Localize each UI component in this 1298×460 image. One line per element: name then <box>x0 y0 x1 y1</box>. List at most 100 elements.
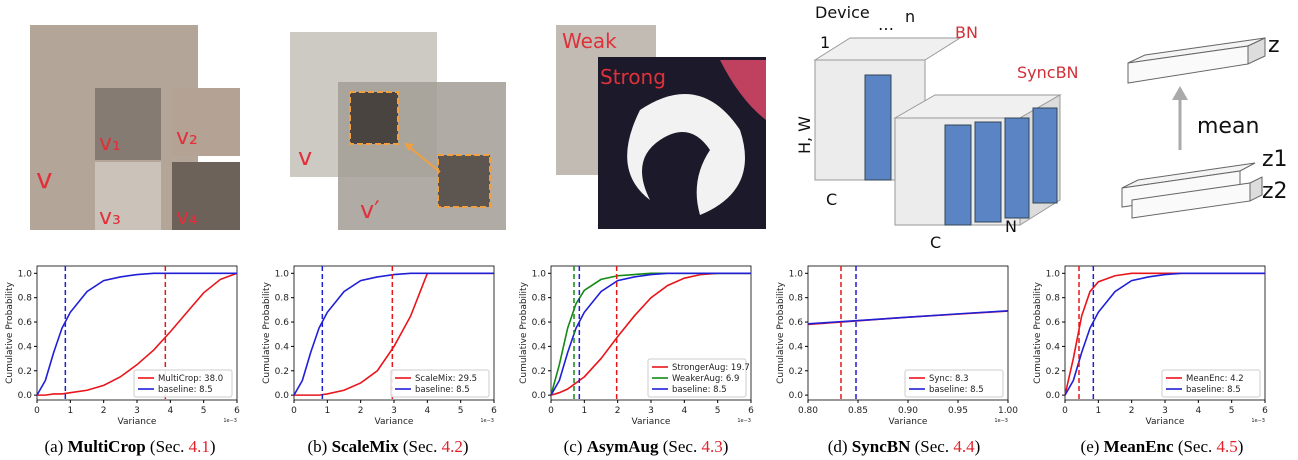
label: z2 <box>1262 179 1288 204</box>
figure: v v₁ v₂ v₃ v₄ v v′ Weak Strong Device <box>0 0 1298 460</box>
x-tick-label: 0.85 <box>848 406 868 416</box>
x-offset-label: 1e−3 <box>480 418 494 424</box>
caption: (d) SyncBN (Sec. 4.4) <box>828 437 981 456</box>
caption: (a) MultiCrop (Sec. 4.1) <box>44 437 215 456</box>
label: v′ <box>360 196 380 224</box>
legend-label: ScaleMix: 29.5 <box>415 374 477 384</box>
x-tick-label: 0 <box>291 406 297 416</box>
y-tick-label: 0.4 <box>789 342 804 352</box>
x-tick-label: 5 <box>201 406 207 416</box>
x-tick-label: 6 <box>748 406 754 416</box>
y-axis-label: Cumulative Probability <box>262 281 272 383</box>
bn-column <box>865 75 891 180</box>
caption-ref: 4.5 <box>1217 437 1238 456</box>
caption-label: (b) <box>307 437 327 456</box>
y-tick-label: 0.2 <box>275 367 289 377</box>
caption-ref-suffix: ) <box>1238 437 1244 456</box>
caption-ref-prefix: (Sec. <box>663 437 697 456</box>
label: v₁ <box>99 131 121 156</box>
x-offset-label: 1e−3 <box>737 418 751 424</box>
label: v₄ <box>176 205 198 230</box>
legend-label: baseline: 8.5 <box>158 385 213 395</box>
label: v₂ <box>176 125 198 150</box>
y-tick-label: 0.6 <box>789 318 804 328</box>
y-tick-label: 0.8 <box>18 294 33 304</box>
x-tick-label: 4 <box>681 406 687 416</box>
x-tick-label: 0 <box>34 406 40 416</box>
label: v <box>298 143 312 171</box>
syncbn-column <box>1033 108 1057 203</box>
legend-label: baseline: 8.5 <box>1186 385 1241 395</box>
legend-label: baseline: 8.5 <box>415 385 470 395</box>
y-tick-label: 0.4 <box>18 342 33 352</box>
y-tick-label: 0.4 <box>532 342 547 352</box>
x-offset-label: 1e−3 <box>994 418 1008 424</box>
label: … <box>878 15 894 34</box>
x-offset-label: 1e−3 <box>1251 418 1265 424</box>
x-tick-label: 2 <box>615 406 621 416</box>
x-tick-label: 2 <box>358 406 364 416</box>
label: z <box>1268 33 1280 58</box>
x-tick-label: 1.00 <box>998 406 1018 416</box>
scalemix-illustration: v v′ <box>290 32 506 230</box>
x-tick-label: 0.90 <box>898 406 918 416</box>
x-tick-label: 4 <box>1195 406 1201 416</box>
multicrop-illustration: v v₁ v₂ v₃ v₄ <box>30 25 240 230</box>
x-tick-label: 5 <box>715 406 721 416</box>
caption-ref-suffix: ) <box>975 437 981 456</box>
legend-label: WeakerAug: 6.9 <box>672 374 739 384</box>
y-tick-label: 0.8 <box>275 294 290 304</box>
y-axis-label: Cumulative Probability <box>519 281 529 383</box>
x-tick-label: 6 <box>234 406 240 416</box>
legend-label: baseline: 8.5 <box>929 385 984 395</box>
y-tick-label: 0.6 <box>532 318 547 328</box>
x-axis-label: Variance <box>118 417 157 427</box>
y-tick-label: 0.6 <box>275 318 290 328</box>
y-tick-label: 0.4 <box>275 342 290 352</box>
caption-ref-suffix: ) <box>463 437 469 456</box>
caption: (b) ScaleMix (Sec. 4.2) <box>307 437 468 456</box>
legend-label: Sync: 8.3 <box>929 374 969 384</box>
y-axis-label: Cumulative Probability <box>776 281 786 383</box>
y-tick-label: 0.0 <box>532 391 547 401</box>
x-offset-label: 1e−3 <box>223 418 237 424</box>
caption-ref: 4.3 <box>701 437 722 456</box>
caption-name: ScaleMix <box>332 437 400 456</box>
x-axis-label: Variance <box>1146 417 1185 427</box>
label: H, W <box>795 116 814 154</box>
prism-side <box>1250 177 1262 201</box>
legend-label: baseline: 8.5 <box>672 385 727 395</box>
label: N <box>1005 217 1017 236</box>
chart: 0.00.20.40.60.81.00123456Variance1e−3Cum… <box>519 266 754 427</box>
y-tick-label: 1.0 <box>275 269 290 279</box>
chart: 0.00.20.40.60.81.00.800.850.900.951.00Va… <box>776 266 1018 427</box>
caption: (e) MeanEnc (Sec. 4.5) <box>1081 437 1244 456</box>
label: C <box>826 190 837 209</box>
caption-ref: 4.1 <box>189 437 210 456</box>
label: SyncBN <box>1017 63 1079 82</box>
syncbn-column <box>1005 118 1029 218</box>
caption-ref-prefix: (Sec. <box>915 437 949 456</box>
label: z1 <box>1262 147 1288 172</box>
x-tick-label: 0 <box>1062 406 1068 416</box>
meanenc-illustration: z mean z1 z2 <box>1122 33 1288 218</box>
label: v₃ <box>99 205 121 230</box>
syncbn-column <box>975 122 1001 222</box>
y-axis-label: Cumulative Probability <box>1033 281 1043 383</box>
caption-label: (e) <box>1081 437 1100 456</box>
x-tick-label: 2 <box>1129 406 1135 416</box>
x-axis-label: Variance <box>889 417 928 427</box>
crop <box>350 92 398 144</box>
asymaug-illustration: Weak Strong <box>556 25 766 229</box>
x-tick-label: 6 <box>1262 406 1268 416</box>
y-tick-label: 0.8 <box>1046 294 1061 304</box>
y-tick-label: 0.2 <box>18 367 32 377</box>
label: Strong <box>600 65 666 89</box>
y-tick-label: 0.6 <box>18 318 33 328</box>
y-tick-label: 1.0 <box>1046 269 1061 279</box>
x-tick-label: 1 <box>324 406 330 416</box>
x-tick-label: 5 <box>1229 406 1235 416</box>
caption-ref-prefix: (Sec. <box>1178 437 1212 456</box>
caption-ref: 4.4 <box>953 437 975 456</box>
